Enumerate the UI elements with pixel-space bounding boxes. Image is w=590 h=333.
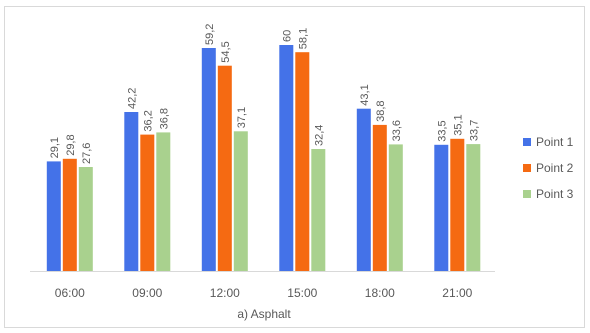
x-tick-labels: 06:00 09:00 12:00 15:00 18:00 21:00 [55,286,473,300]
legend-label-1: Point 1 [536,135,574,149]
data-label-1-0900: 42,2 [126,88,138,109]
data-label-2-0900: 36,2 [142,110,154,131]
data-label-1-0600: 29,1 [49,137,61,158]
chart-frame [4,6,585,328]
bar-3-1800 [388,144,403,271]
bar-2-1200 [217,65,232,271]
x-tick-label: 12:00 [210,286,240,300]
x-tick-label: 15:00 [287,286,317,300]
data-label-2-1500: 58,1 [297,28,309,49]
data-label-3-1800: 33,6 [391,120,403,141]
bar-2-1500 [295,52,310,272]
data-label-1-1800: 43,1 [359,84,371,105]
x-tick-label: 06:00 [55,286,85,300]
bar-3-2100 [466,144,481,271]
bar-1-0600 [46,161,61,271]
legend-swatch-3 [523,190,531,198]
legend-label-3: Point 3 [536,187,574,201]
data-labels-group: 29,1 29,8 27,6 42,2 36,2 36,8 59,2 54,5 37,1 60 58… [49,24,480,164]
data-label-3-0900: 36,8 [158,108,170,129]
x-tick-label: 21:00 [442,286,472,300]
data-label-2-1800: 38,8 [375,100,387,121]
bar-3-0600 [78,167,93,271]
bar-1-1200 [201,48,216,271]
bar-1-2100 [434,144,449,271]
bar-1-1800 [356,108,371,271]
data-label-2-2100: 35,1 [452,114,464,135]
bar-2-1800 [372,124,387,272]
chart-caption: a) Asphalt [237,307,291,321]
data-label-1-2100: 33,5 [436,120,448,141]
bar-1-1500 [279,45,294,271]
legend: Point 1 Point 2 Point 3 [523,135,574,201]
x-tick-label: 18:00 [365,286,395,300]
bars-group [46,45,481,272]
x-tick-label: 09:00 [132,286,162,300]
data-label-1-1200: 59,2 [204,24,216,45]
legend-label-2: Point 2 [536,161,574,175]
bar-1-0900 [124,112,139,271]
data-label-2-0600: 29,8 [65,134,77,155]
bar-3-1200 [233,131,248,271]
data-label-3-1500: 32,4 [313,125,325,146]
bar-3-1500 [311,149,326,271]
data-label-3-2100: 33,7 [468,120,480,141]
legend-swatch-2 [523,164,531,172]
bar-2-2100 [450,138,465,271]
bar-2-0900 [140,134,155,271]
bar-3-0900 [156,132,171,271]
data-label-1-1500: 60 [281,30,293,42]
data-label-2-1200: 54,5 [220,41,232,62]
bar-2-0600 [62,158,77,271]
data-label-3-1200: 37,1 [236,107,248,128]
legend-swatch-1 [523,138,531,146]
data-label-3-0600: 27,6 [81,143,93,164]
